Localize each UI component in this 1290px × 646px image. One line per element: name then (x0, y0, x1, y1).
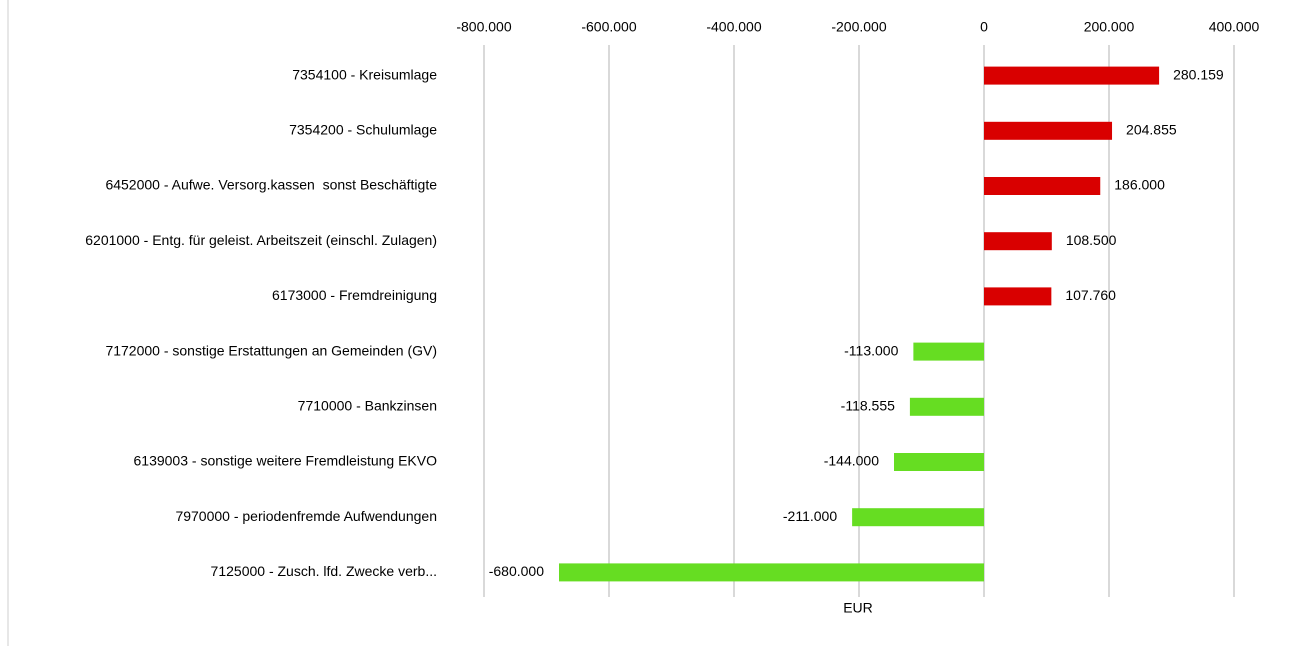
x-tick-label: 200.000 (1084, 19, 1135, 35)
x-axis-label: EUR (843, 600, 873, 616)
category-label: 7172000 - sonstige Erstattungen an Gemei… (105, 342, 437, 358)
value-label: 186.000 (1114, 177, 1165, 193)
bar (984, 121, 1113, 140)
bar (984, 232, 1052, 251)
category-label: 6452000 - Aufwe. Versorg.kassen sonst Be… (105, 177, 437, 193)
x-tick-label: -200.000 (831, 19, 886, 35)
value-label: 280.159 (1173, 66, 1224, 82)
bar (913, 342, 984, 361)
bar (559, 563, 984, 582)
x-tick-label: -600.000 (581, 19, 636, 35)
bar (894, 453, 984, 471)
x-tick-label: 0 (980, 19, 988, 35)
value-label: -680.000 (489, 563, 544, 579)
value-label: 107.760 (1065, 287, 1116, 303)
value-label: -144.000 (824, 453, 879, 469)
x-tick-label: -400.000 (706, 19, 761, 35)
bar (984, 287, 1052, 306)
value-label: 108.500 (1066, 232, 1117, 248)
x-tick-label: 400.000 (1209, 19, 1260, 35)
value-label: 204.855 (1126, 122, 1177, 138)
category-label: 6173000 - Fremdreinigung (272, 287, 437, 303)
category-label: 7354200 - Schulumlage (289, 122, 437, 138)
category-label: 7354100 - Kreisumlage (292, 66, 437, 82)
bar (984, 66, 1160, 85)
bar (852, 508, 984, 527)
value-label: -211.000 (783, 508, 837, 524)
value-label: -113.000 (844, 342, 898, 358)
x-tick-label: -800.000 (456, 19, 511, 35)
bar (909, 397, 984, 416)
category-label: 7125000 - Zusch. lfd. Zwecke verb... (211, 563, 437, 579)
bar (984, 177, 1101, 195)
value-label: -118.555 (841, 398, 895, 414)
category-label: 7970000 - periodenfremde Aufwendungen (175, 508, 437, 524)
category-label: 6139003 - sonstige weitere Fremdleistung… (134, 453, 438, 469)
category-label: 7710000 - Bankzinsen (298, 398, 437, 414)
category-label: 6201000 - Entg. für geleist. Arbeitszeit… (85, 232, 437, 248)
